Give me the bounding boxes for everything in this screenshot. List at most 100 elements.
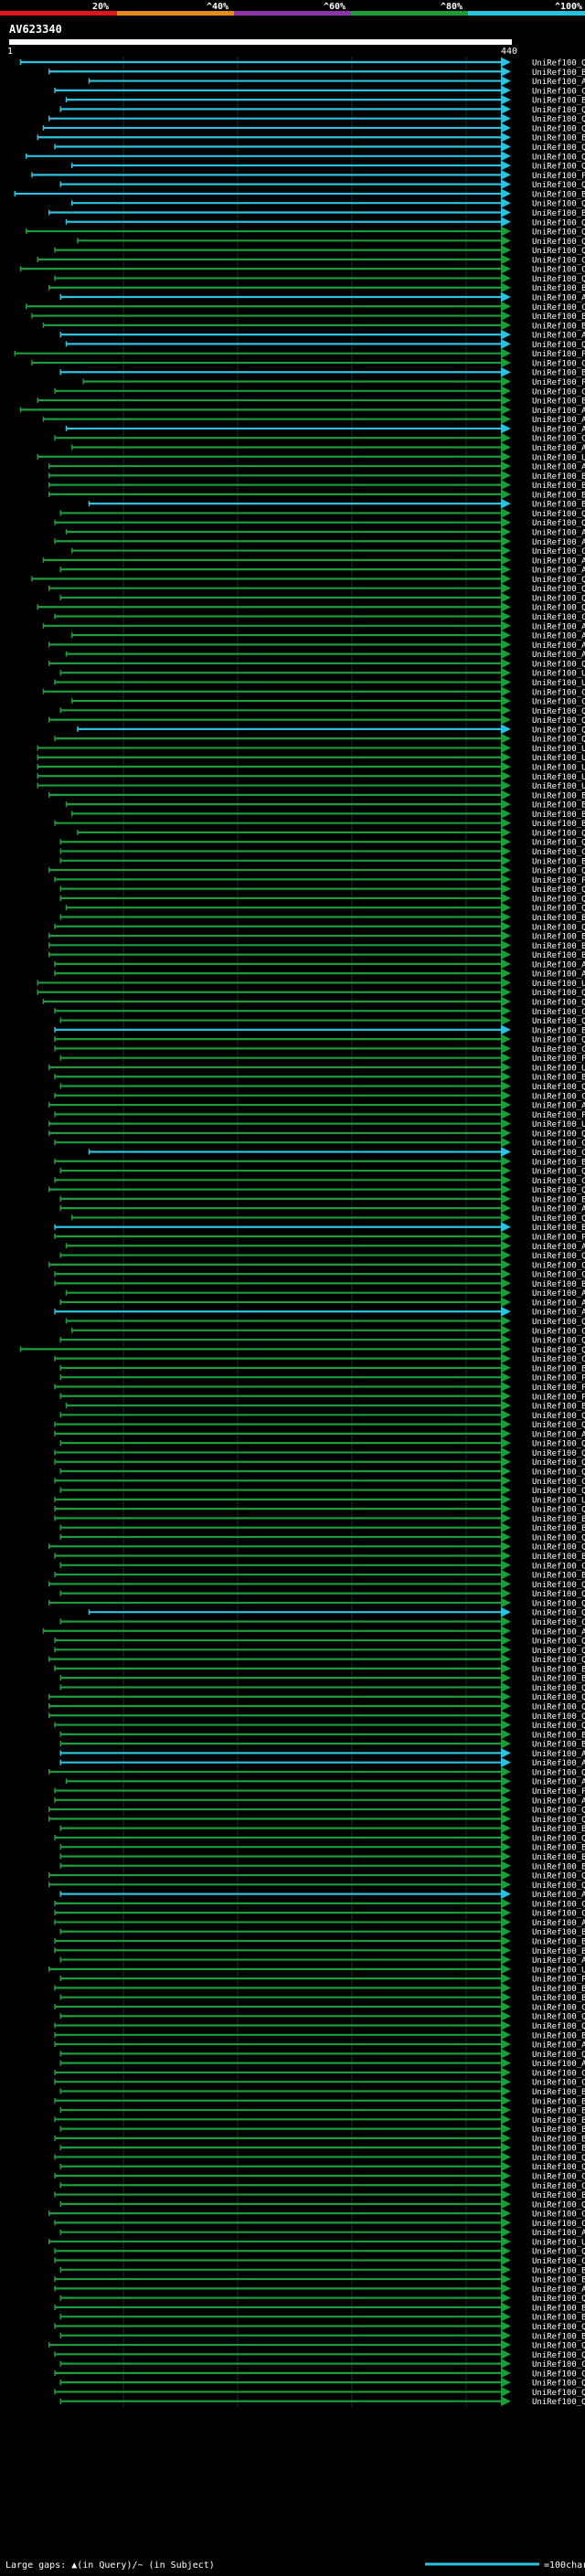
- hit-row[interactable]: UniRef100_A5H5C2: [48, 1099, 585, 1111]
- hit-row[interactable]: UniRef100_P17703: [14, 348, 585, 359]
- hit-label[interactable]: UniRef100_P93106: [532, 1976, 585, 1985]
- hit-label[interactable]: UniRef100_B4FVH1: [532, 97, 585, 106]
- hit-row[interactable]: UniRef100_B9S977: [31, 311, 585, 322]
- hit-label[interactable]: UniRef100_B5W7N3: [532, 2314, 585, 2323]
- hit-label[interactable]: UniRef100_Q43743: [532, 1440, 585, 1449]
- hit-row[interactable]: UniRef100_Q8X1C8: [54, 1447, 585, 1458]
- hit-label[interactable]: UniRef100_C1MJJ1: [532, 303, 585, 313]
- hit-row[interactable]: UniRef100_B6LP77: [48, 949, 585, 960]
- hit-row[interactable]: UniRef100_B0FGM9: [59, 1729, 585, 1740]
- hit-row[interactable]: UniRef100_B5W066: [42, 320, 585, 331]
- hit-row[interactable]: UniRef100_B4FZU8: [48, 66, 585, 78]
- hit-row[interactable]: UniRef100_A9S0Q4: [71, 441, 585, 453]
- hit-row[interactable]: UniRef100_Q7Z8W2: [54, 517, 585, 528]
- hit-label[interactable]: UniRef100_Q6FL92: [532, 1533, 585, 1542]
- hit-row[interactable]: UniRef100_C1FF58: [31, 357, 585, 368]
- hit-row[interactable]: UniRef100_B4MMC8: [59, 2330, 585, 2341]
- hit-row[interactable]: UniRef100_Q3ZLG3: [37, 987, 585, 998]
- hit-row[interactable]: UniRef100_C5TS13: [71, 1325, 585, 1336]
- hit-row[interactable]: UniRef100_UP1000..: [37, 761, 585, 773]
- hit-row[interactable]: UniRef100_B0FGM7: [59, 1738, 585, 1750]
- hit-row[interactable]: UniRef100_Q759Q1: [59, 1466, 585, 1478]
- hit-row[interactable]: UniRef100_A4B904: [59, 292, 585, 303]
- hit-label[interactable]: UniRef100_Q4P5B8: [532, 1638, 585, 1647]
- hit-row[interactable]: UniRef100_UP1000..: [37, 780, 585, 791]
- hit-row[interactable]: UniRef100_Q6WJ29: [59, 893, 585, 904]
- hit-row[interactable]: UniRef100_Q8H4E0: [59, 1681, 585, 1693]
- hit-label[interactable]: UniRef100_Q4R906: [532, 1506, 585, 1515]
- hit-label[interactable]: UniRef100_Q0QF33: [532, 1882, 585, 1891]
- hit-label[interactable]: UniRef100_A7UFJ2: [532, 2285, 585, 2295]
- hit-label[interactable]: UniRef100_Q0JDQ4: [532, 510, 585, 519]
- hit-label[interactable]: UniRef100_B6RFM8: [532, 1928, 585, 1937]
- hit-label[interactable]: UniRef100_B4MMC8: [532, 2332, 585, 2341]
- hit-label[interactable]: UniRef100_B0D7C1: [532, 2097, 585, 2106]
- hit-row[interactable]: UniRef100_B6SDT5: [88, 498, 585, 510]
- hit-row[interactable]: UniRef100_Q759M4: [77, 827, 585, 838]
- hit-label[interactable]: UniRef100_Q9XFW3: [532, 1647, 585, 1656]
- hit-label[interactable]: UniRef100_C5FC34: [532, 2173, 585, 2182]
- hit-label[interactable]: UniRef100_Q42686: [532, 59, 585, 69]
- hit-row[interactable]: UniRef100_B4FGE4: [59, 366, 585, 378]
- hit-row[interactable]: UniRef100_C5FDE2: [54, 2067, 585, 2078]
- hit-label[interactable]: UniRef100_Q0QF45: [532, 1768, 585, 1777]
- hit-label[interactable]: UniRef100_B5W066: [532, 322, 585, 331]
- hit-label[interactable]: UniRef100_C4ND45: [532, 1271, 585, 1280]
- hit-label[interactable]: UniRef100_B3RVR8: [532, 2088, 585, 2097]
- hit-row[interactable]: UniRef100_A7T994: [42, 1626, 585, 1637]
- hit-row[interactable]: UniRef100_Q2LL36: [48, 583, 585, 594]
- hit-label[interactable]: UniRef100_A7UF19: [532, 1891, 585, 1900]
- hit-label[interactable]: UniRef100_C5FN37: [532, 1045, 585, 1055]
- hit-label[interactable]: UniRef100_Q8H4E0: [532, 1684, 585, 1693]
- hit-row[interactable]: UniRef100_Q2U0B4: [59, 2161, 585, 2172]
- hit-label[interactable]: UniRef100_B9GIQ3: [532, 1665, 585, 1674]
- hit-row[interactable]: UniRef100_C4JGT3: [54, 1174, 585, 1186]
- hit-label[interactable]: UniRef100_Q2U0B4: [532, 2163, 585, 2172]
- hit-row[interactable]: UniRef100_A1DM13: [54, 2039, 585, 2051]
- hit-label[interactable]: UniRef100_B7FM44: [532, 1026, 585, 1035]
- hit-label[interactable]: UniRef100_B9W6B8: [532, 1985, 585, 1994]
- hit-label[interactable]: UniRef100_Q8R1P0: [532, 1252, 585, 1261]
- hit-label[interactable]: UniRef100_P44926: [532, 876, 585, 885]
- hit-label[interactable]: UniRef100_A5BB16: [532, 425, 585, 434]
- hit-label[interactable]: UniRef100_Q29300: [532, 1412, 585, 1421]
- hit-label[interactable]: UniRef100_B7FL63: [532, 1524, 585, 1533]
- hit-label[interactable]: UniRef100_A6R2W1: [532, 1299, 585, 1308]
- hit-row[interactable]: UniRef100_Q82399: [37, 601, 585, 613]
- hit-label[interactable]: UniRef100_Q6GR58: [532, 2295, 585, 2304]
- hit-row[interactable]: UniRef100_Q5R0R9: [59, 1015, 585, 1026]
- hit-row[interactable]: UniRef100_C9SUG8: [59, 1616, 585, 1627]
- hit-row[interactable]: UniRef100_C7Z8N4: [54, 1475, 585, 1487]
- hit-row[interactable]: UniRef100_C5Y5Y8: [54, 1005, 585, 1017]
- hit-label[interactable]: UniRef100_Q4PR71: [532, 885, 585, 895]
- hit-label[interactable]: UniRef100_B4S7V0: [532, 134, 585, 143]
- hit-row[interactable]: UniRef100_C4JP17: [54, 1907, 585, 1919]
- hit-row[interactable]: UniRef100_P44926: [54, 874, 585, 885]
- hit-row[interactable]: UniRef100_Q0QF34: [48, 1813, 585, 1825]
- hit-label[interactable]: UniRef100_UP1000..: [532, 773, 585, 782]
- hit-row[interactable]: UniRef100_P46488: [54, 1381, 585, 1393]
- hit-label[interactable]: UniRef100_Q9Y7R8: [532, 867, 585, 876]
- hit-row[interactable]: UniRef100_P19446: [59, 1391, 585, 1402]
- hit-row[interactable]: UniRef100_C5XF70: [37, 254, 585, 265]
- hit-label[interactable]: UniRef100_B0Y5S8: [532, 1224, 585, 1233]
- hit-row[interactable]: UniRef100_Q7YQ09: [54, 2245, 585, 2257]
- hit-label[interactable]: UniRef100_Q6B0H1: [532, 594, 585, 603]
- hit-label[interactable]: UniRef100_B5X514: [532, 2125, 585, 2135]
- hit-label[interactable]: UniRef100_Q0QF49: [532, 1599, 585, 1608]
- hit-row[interactable]: UniRef100_UP1000..: [48, 1062, 585, 1073]
- hit-row[interactable]: UniRef100_A9NGT5: [42, 555, 585, 566]
- hit-label[interactable]: UniRef100_B9FCEB: [532, 1947, 585, 1956]
- hit-row[interactable]: UniRef100_Q7XWH5: [54, 2151, 585, 2163]
- hit-row[interactable]: UniRef100_C1E4Y8: [54, 2255, 585, 2266]
- hit-row[interactable]: UniRef100_P93106: [59, 1973, 585, 1985]
- hit-row[interactable]: UniRef100_B9FUD5: [59, 2142, 585, 2154]
- hit-row[interactable]: UniRef100_B4FZW5: [71, 808, 585, 820]
- hit-label[interactable]: UniRef100_C4R034: [532, 1562, 585, 1571]
- hit-label[interactable]: UniRef100_Q92P05: [532, 1807, 585, 1816]
- hit-row[interactable]: UniRef100_Q6FL22: [54, 1832, 585, 1843]
- hit-row[interactable]: UniRef100_C1MJJ1: [26, 301, 585, 313]
- hit-row[interactable]: UniRef100_Q8R1P0: [59, 1250, 585, 1261]
- hit-label[interactable]: UniRef100_Q2U919: [532, 2022, 585, 2031]
- hit-row[interactable]: UniRef100_A4I1H0: [59, 2227, 585, 2238]
